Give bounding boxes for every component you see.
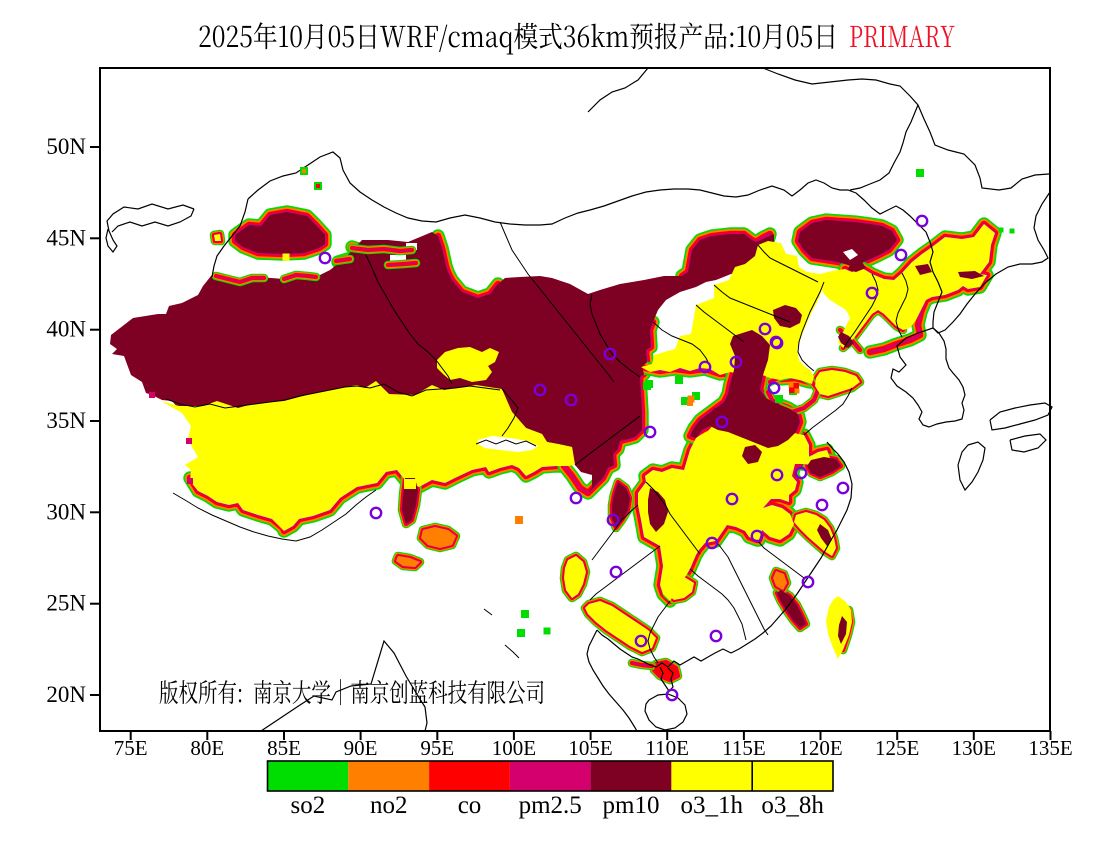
svg-text:so2: so2: [291, 792, 326, 819]
svg-text:110E: 110E: [645, 736, 689, 760]
svg-text:pm2.5: pm2.5: [519, 792, 582, 819]
svg-text:100E: 100E: [492, 736, 536, 760]
svg-text:75E: 75E: [114, 736, 148, 760]
svg-text:o3_1h: o3_1h: [681, 792, 744, 819]
svg-text:85E: 85E: [267, 736, 301, 760]
svg-text:no2: no2: [370, 792, 408, 819]
svg-text:45N: 45N: [46, 225, 86, 250]
svg-text:co: co: [458, 792, 482, 819]
svg-text:20N: 20N: [46, 682, 86, 707]
svg-text:105E: 105E: [568, 736, 612, 760]
svg-text:30N: 30N: [46, 499, 86, 524]
svg-text:35N: 35N: [46, 408, 86, 433]
svg-text:pm10: pm10: [603, 792, 660, 819]
svg-text:120E: 120E: [798, 736, 842, 760]
svg-text:50N: 50N: [46, 134, 86, 159]
svg-text:95E: 95E: [420, 736, 454, 760]
svg-text:25N: 25N: [46, 591, 86, 616]
svg-text:40N: 40N: [46, 317, 86, 342]
svg-text:115E: 115E: [722, 736, 766, 760]
svg-text:130E: 130E: [952, 736, 996, 760]
svg-text:80E: 80E: [190, 736, 224, 760]
svg-text:90E: 90E: [344, 736, 378, 760]
svg-text:125E: 125E: [875, 736, 919, 760]
svg-text:o3_8h: o3_8h: [761, 792, 824, 819]
svg-text:135E: 135E: [1028, 736, 1072, 760]
